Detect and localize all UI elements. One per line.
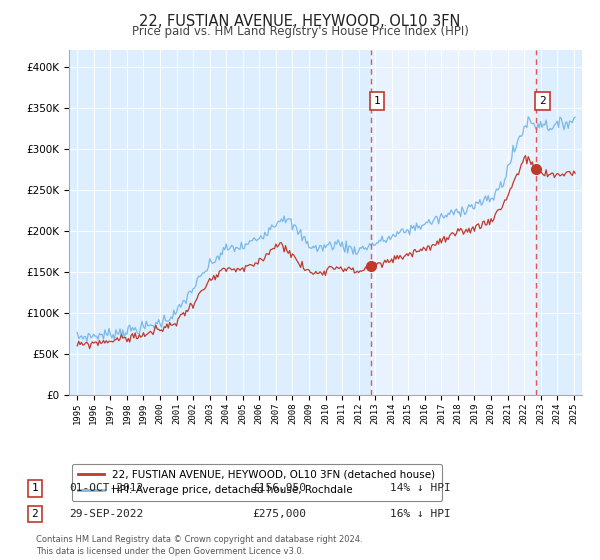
Bar (371, 50, 536, 395)
Text: Contains HM Land Registry data © Crown copyright and database right 2024.
This d: Contains HM Land Registry data © Crown c… (36, 535, 362, 556)
Text: 22, FUSTIAN AVENUE, HEYWOOD, OL10 3FN: 22, FUSTIAN AVENUE, HEYWOOD, OL10 3FN (139, 14, 461, 29)
Text: 01-OCT-2012: 01-OCT-2012 (69, 483, 143, 493)
Text: 1: 1 (31, 483, 38, 493)
Text: 1: 1 (373, 96, 380, 106)
Text: £275,000: £275,000 (252, 509, 306, 519)
Text: 16% ↓ HPI: 16% ↓ HPI (390, 509, 451, 519)
Legend: 22, FUSTIAN AVENUE, HEYWOOD, OL10 3FN (detached house), HPI: Average price, deta: 22, FUSTIAN AVENUE, HEYWOOD, OL10 3FN (d… (71, 464, 442, 501)
Text: £156,950: £156,950 (252, 483, 306, 493)
Text: Price paid vs. HM Land Registry's House Price Index (HPI): Price paid vs. HM Land Registry's House … (131, 25, 469, 38)
Text: 29-SEP-2022: 29-SEP-2022 (69, 509, 143, 519)
Text: 14% ↓ HPI: 14% ↓ HPI (390, 483, 451, 493)
Text: 2: 2 (539, 96, 546, 106)
Text: 2: 2 (31, 509, 38, 519)
